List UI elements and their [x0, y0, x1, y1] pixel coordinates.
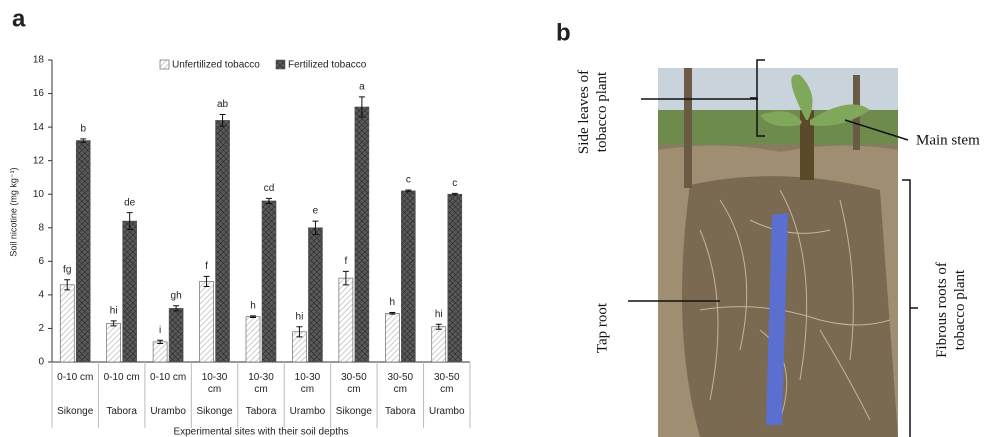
significance-letter: hi: [110, 306, 118, 317]
y-tick-label: 4: [38, 290, 44, 301]
site-label: Tabora: [241, 406, 281, 418]
y-tick-label: 14: [33, 122, 45, 133]
site-label: Tabora: [102, 406, 142, 418]
bar: [246, 317, 260, 362]
bar: [123, 221, 137, 362]
bar: [200, 281, 214, 362]
y-tick-label: 8: [38, 222, 44, 233]
significance-letter: cd: [264, 183, 275, 194]
bar: [308, 228, 322, 362]
site-label: Sikonge: [334, 406, 374, 418]
site-label: Urambo: [148, 406, 188, 418]
site-label: Urambo: [287, 406, 327, 418]
legend-swatch: [276, 60, 285, 69]
significance-letter: f: [205, 261, 208, 272]
bar: [107, 323, 121, 362]
y-tick-label: 0: [38, 357, 44, 368]
photo-label: Tap root: [594, 302, 610, 353]
y-tick-label: 6: [38, 256, 44, 267]
x-tick-label: 30-50 cm: [427, 372, 467, 396]
bar: [262, 201, 276, 362]
site-label: Sikonge: [195, 406, 235, 418]
x-tick-label: 30-50 cm: [380, 372, 420, 396]
significance-letter: a: [359, 82, 365, 93]
x-tick-label: 10-30 cm: [287, 372, 327, 396]
significance-letter: hi: [435, 309, 443, 320]
bar: [448, 194, 462, 362]
y-tick-label: 16: [33, 88, 45, 99]
bar: [401, 191, 415, 362]
photo-label: Main stem: [916, 132, 980, 148]
bar: [169, 308, 183, 362]
figure: a Soil nicotine (mg kg⁻¹) Experimental s…: [0, 0, 993, 437]
significance-letter: c: [406, 175, 411, 186]
bar: [355, 107, 369, 362]
bar: [432, 327, 446, 362]
x-axis-label: Experimental sites with their soil depth…: [173, 427, 348, 437]
x-tick-label: 10-30 cm: [241, 372, 281, 396]
x-tick-label: 10-30 cm: [195, 372, 235, 396]
x-tick-label: 0-10 cm: [148, 372, 188, 384]
bar: [76, 141, 90, 362]
photo: [658, 68, 898, 437]
significance-letter: i: [159, 325, 161, 336]
significance-letter: gh: [171, 290, 182, 301]
significance-letter: hi: [296, 311, 304, 322]
panel-label: b: [556, 19, 571, 46]
site-label: Tabora: [380, 406, 420, 418]
x-tick-label: 0-10 cm: [102, 372, 142, 384]
bar: [385, 313, 399, 362]
panel-label: a: [12, 5, 26, 32]
x-tick-label: 30-50 cm: [334, 372, 374, 396]
y-axis-label: Soil nicotine (mg kg⁻¹): [8, 167, 18, 256]
y-tick-label: 10: [33, 189, 45, 200]
x-tick-label: 0-10 cm: [55, 372, 95, 384]
significance-letter: f: [344, 256, 347, 267]
significance-letter: c: [452, 178, 457, 189]
bar: [153, 342, 167, 362]
bar: [339, 278, 353, 362]
legend-swatch: [160, 60, 169, 69]
legend-label: Fertilized tobacco: [288, 60, 367, 71]
significance-letter: fg: [63, 264, 71, 275]
bar: [216, 120, 230, 362]
legend-label: Unfertilized tobacco: [172, 60, 260, 71]
significance-letter: b: [80, 123, 86, 134]
site-label: Sikonge: [55, 406, 95, 418]
y-tick-label: 2: [38, 323, 44, 334]
significance-letter: de: [124, 197, 136, 208]
bar: [60, 285, 74, 362]
significance-letter: e: [313, 206, 319, 217]
significance-letter: ab: [217, 99, 229, 110]
y-tick-label: 18: [33, 55, 45, 66]
significance-letter: h: [390, 297, 396, 308]
y-tick-label: 12: [33, 155, 45, 166]
significance-letter: h: [250, 301, 256, 312]
site-label: Urambo: [427, 406, 467, 418]
